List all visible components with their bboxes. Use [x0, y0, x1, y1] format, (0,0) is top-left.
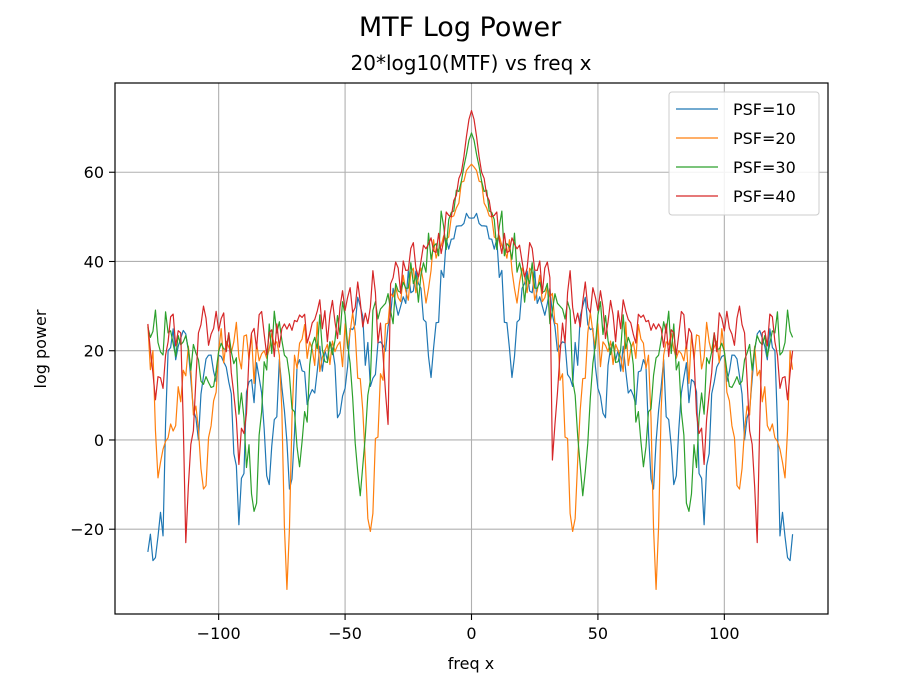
x-tick-label: −100 [197, 624, 241, 643]
axis-ticks: −100 −50 0 50 100 −20 0 20 40 60 [70, 163, 739, 643]
series-line-psf-3 [147, 132, 794, 512]
y-tick-label: 0 [94, 431, 104, 450]
x-tick-label: −50 [328, 624, 362, 643]
chart-title: 20*log10(MTF) vs freq x [351, 51, 592, 75]
x-tick-label: 100 [709, 624, 740, 643]
legend-label: PSF=10 [733, 100, 796, 119]
series-line-psf-4 [147, 110, 794, 544]
legend-label: PSF=40 [733, 187, 796, 206]
series-line-psf-1 [147, 212, 794, 562]
y-tick-label: 40 [84, 252, 104, 271]
x-axis-label: freq x [448, 654, 494, 673]
figure-title: MTF Log Power [359, 12, 562, 43]
x-tick-label: 0 [466, 624, 476, 643]
x-tick-label: 50 [588, 624, 608, 643]
legend-label: PSF=20 [733, 129, 796, 148]
y-tick-label: 20 [84, 342, 104, 361]
y-axis-label: log power [31, 309, 50, 388]
series-line-psf-2 [147, 163, 794, 591]
legend-label: PSF=30 [733, 158, 796, 177]
series-lines [147, 110, 794, 591]
legend-box [668, 91, 820, 216]
y-tick-label: 60 [84, 163, 104, 182]
legend: PSF=10 PSF=20 PSF=30 PSF=40 [668, 91, 820, 216]
y-tick-label: −20 [70, 520, 104, 539]
